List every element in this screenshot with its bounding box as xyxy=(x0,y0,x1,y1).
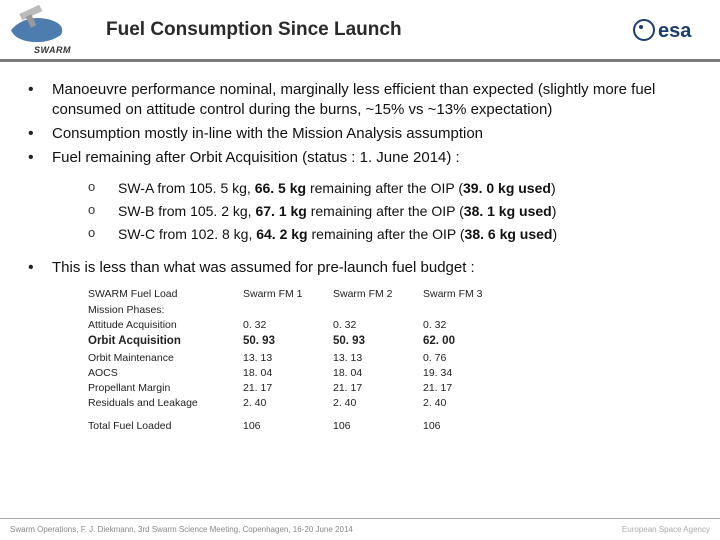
table-cell: 0. 32 xyxy=(423,317,513,332)
bullet-text: This is less than what was assumed for p… xyxy=(52,258,475,278)
page-title: Fuel Consumption Since Launch xyxy=(86,19,632,41)
table-cell: 62. 00 xyxy=(423,332,513,350)
table-cell: 21. 17 xyxy=(423,380,513,395)
sub-text: SW-B from 105. 2 kg, 67. 1 kg remaining … xyxy=(118,202,556,221)
table-col: Swarm FM 3 xyxy=(423,287,513,303)
sub-item: o SW-B from 105. 2 kg, 67. 1 kg remainin… xyxy=(88,202,692,221)
footer-left: Swarm Operations, F. J. Diekmann, 3rd Sw… xyxy=(10,525,353,534)
table-cell: 50. 93 xyxy=(243,332,333,350)
bullet-text: Consumption mostly in-line with the Miss… xyxy=(52,124,483,144)
table-col: Swarm FM 2 xyxy=(333,287,423,303)
bullet-mark: • xyxy=(28,80,52,101)
table-cell: 13. 13 xyxy=(243,350,333,365)
table-cell: 106 xyxy=(333,418,423,433)
table-cell: 0. 32 xyxy=(333,317,423,332)
table-cell: 19. 34 xyxy=(423,365,513,380)
table-cell: 0. 32 xyxy=(243,317,333,332)
table-cell: 21. 17 xyxy=(243,380,333,395)
swarm-logo: SWARM xyxy=(6,5,86,55)
sub-item: o SW-A from 105. 5 kg, 66. 5 kg remainin… xyxy=(88,179,692,198)
table-cell: 2. 40 xyxy=(423,395,513,410)
sub-mark: o xyxy=(88,179,118,194)
table-row-label: Orbit Maintenance xyxy=(88,350,243,365)
table-row-label: Attitude Acquisition xyxy=(88,317,243,332)
bullet-item: • Consumption mostly in-line with the Mi… xyxy=(28,124,692,145)
sub-mark: o xyxy=(88,202,118,217)
bullet-mark: • xyxy=(28,148,52,169)
table-cell: 106 xyxy=(243,418,333,433)
swarm-label: SWARM xyxy=(34,45,71,55)
sub-text: SW-A from 105. 5 kg, 66. 5 kg remaining … xyxy=(118,179,556,198)
table-cell: 21. 17 xyxy=(333,380,423,395)
header: SWARM Fuel Consumption Since Launch esa xyxy=(0,0,720,62)
table-cell: 18. 04 xyxy=(243,365,333,380)
content: • Manoeuvre performance nominal, margina… xyxy=(0,62,720,433)
table-cell: 50. 93 xyxy=(333,332,423,350)
sub-list: o SW-A from 105. 5 kg, 66. 5 kg remainin… xyxy=(88,179,692,244)
table-cell: 13. 13 xyxy=(333,350,423,365)
table-row-label: Residuals and Leakage xyxy=(88,395,243,410)
footer-right: European Space Agency xyxy=(622,525,710,534)
bullet-item: • This is less than what was assumed for… xyxy=(28,258,692,279)
table-row-label: Total Fuel Loaded xyxy=(88,418,243,433)
table-row-label: Orbit Acquisition xyxy=(88,332,243,350)
table-cell: 2. 40 xyxy=(243,395,333,410)
footer: Swarm Operations, F. J. Diekmann, 3rd Sw… xyxy=(0,518,720,540)
table-cell: 0. 76 xyxy=(423,350,513,365)
fuel-table: SWARM Fuel Load Swarm FM 1 Swarm FM 2 Sw… xyxy=(88,287,692,434)
bullet-item: • Fuel remaining after Orbit Acquisition… xyxy=(28,148,692,169)
bullet-mark: • xyxy=(28,258,52,279)
sub-item: o SW-C from 102. 8 kg, 64. 2 kg remainin… xyxy=(88,225,692,244)
table-hdr-label: Mission Phases: xyxy=(88,302,243,317)
table-cell: 2. 40 xyxy=(333,395,423,410)
bullet-text: Manoeuvre performance nominal, marginall… xyxy=(52,80,692,120)
table-row-label: Propellant Margin xyxy=(88,380,243,395)
table-row-label: AOCS xyxy=(88,365,243,380)
svg-text:esa: esa xyxy=(658,20,692,42)
table-hdr-label: SWARM Fuel Load xyxy=(88,287,243,303)
table-cell: 18. 04 xyxy=(333,365,423,380)
table-col: Swarm FM 1 xyxy=(243,287,333,303)
sub-mark: o xyxy=(88,225,118,240)
sub-text: SW-C from 102. 8 kg, 64. 2 kg remaining … xyxy=(118,225,557,244)
bullet-mark: • xyxy=(28,124,52,145)
table-cell: 106 xyxy=(423,418,513,433)
esa-logo: esa xyxy=(632,10,712,50)
bullet-item: • Manoeuvre performance nominal, margina… xyxy=(28,80,692,120)
bullet-text: Fuel remaining after Orbit Acquisition (… xyxy=(52,148,460,168)
